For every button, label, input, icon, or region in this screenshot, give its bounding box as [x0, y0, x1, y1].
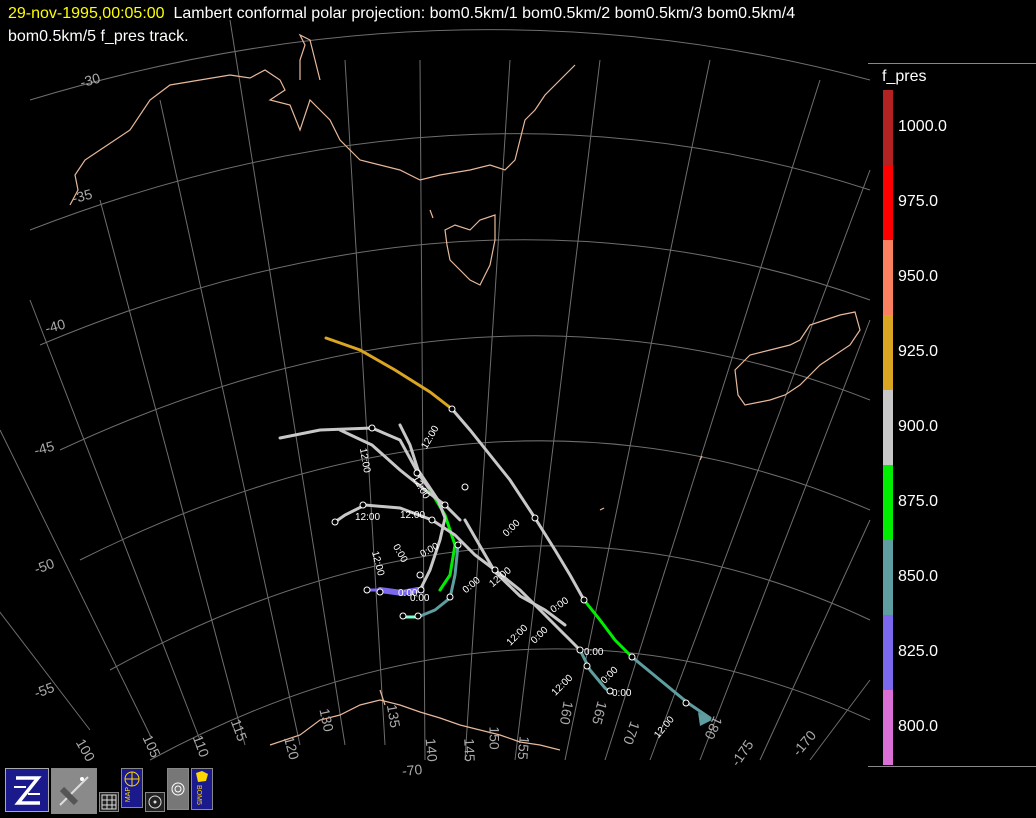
time-label: 0:00	[410, 593, 430, 604]
lon-label: 145	[461, 738, 479, 762]
legend-color-bar	[883, 615, 893, 690]
legend-label: 825.0	[898, 643, 939, 660]
radar-icon[interactable]	[167, 768, 189, 810]
legend-label: 875.0	[898, 493, 939, 510]
latitude-grid	[29, 29, 871, 761]
legend-color-bar	[883, 315, 893, 390]
bom-label: BOM5	[195, 785, 202, 805]
time-label: 0:00	[398, 588, 418, 599]
target-icon[interactable]	[145, 792, 165, 812]
grid-icon[interactable]	[99, 792, 119, 812]
coastline-new-zealand	[599, 311, 861, 511]
time-label: 0:00	[584, 647, 604, 658]
zeb-z-logo-icon[interactable]	[5, 768, 49, 812]
legend-label: 800.0	[898, 718, 939, 735]
plot-title-line2: bom0.5km/5 f_pres track.	[8, 28, 189, 45]
satellite-view-icon[interactable]	[51, 768, 97, 814]
legend-color-bar	[883, 240, 893, 315]
legend-color-bar	[883, 540, 893, 615]
time-label: 12:00	[400, 510, 426, 521]
legend-color-bar	[883, 165, 893, 240]
legend-label: 1000.0	[898, 118, 947, 135]
map-label: MAP	[125, 787, 132, 803]
legend-label: 900.0	[898, 418, 939, 435]
lon-label: 140	[422, 737, 441, 763]
lon-label: 150	[486, 726, 503, 750]
map-button[interactable]: MAP	[121, 768, 143, 808]
legend-color-bar	[883, 465, 893, 540]
track-arrow-head	[698, 712, 712, 726]
legend-label: 950.0	[898, 268, 939, 285]
plot-title: 29-nov-1995,00:05:00 Lambert conformal p…	[8, 2, 988, 48]
lon-label: 155	[514, 735, 533, 761]
longitude-grid	[0, 19, 871, 761]
storm-tracks	[278, 336, 712, 720]
legend-label: 975.0	[898, 193, 939, 210]
legend-label: 850.0	[898, 568, 939, 585]
lat-label: -70	[401, 761, 423, 779]
coastline-antarctica	[269, 689, 561, 751]
plot-title-line1: Lambert conformal polar projection: bom0…	[173, 5, 796, 22]
time-label: 12:00	[355, 512, 381, 523]
legend-color-bar	[883, 90, 893, 165]
time-label: 0:00	[612, 688, 632, 699]
legend-title: f_pres	[882, 68, 927, 85]
plot-date: 29-nov-1995,00:05:00	[8, 5, 165, 22]
legend-color-bar	[883, 390, 893, 465]
track-markers	[331, 405, 690, 707]
legend-label: 925.0	[898, 343, 939, 360]
legend-color-bar	[883, 690, 893, 765]
bom-button[interactable]: BOM5	[191, 768, 213, 810]
coastline-australia	[69, 33, 576, 286]
